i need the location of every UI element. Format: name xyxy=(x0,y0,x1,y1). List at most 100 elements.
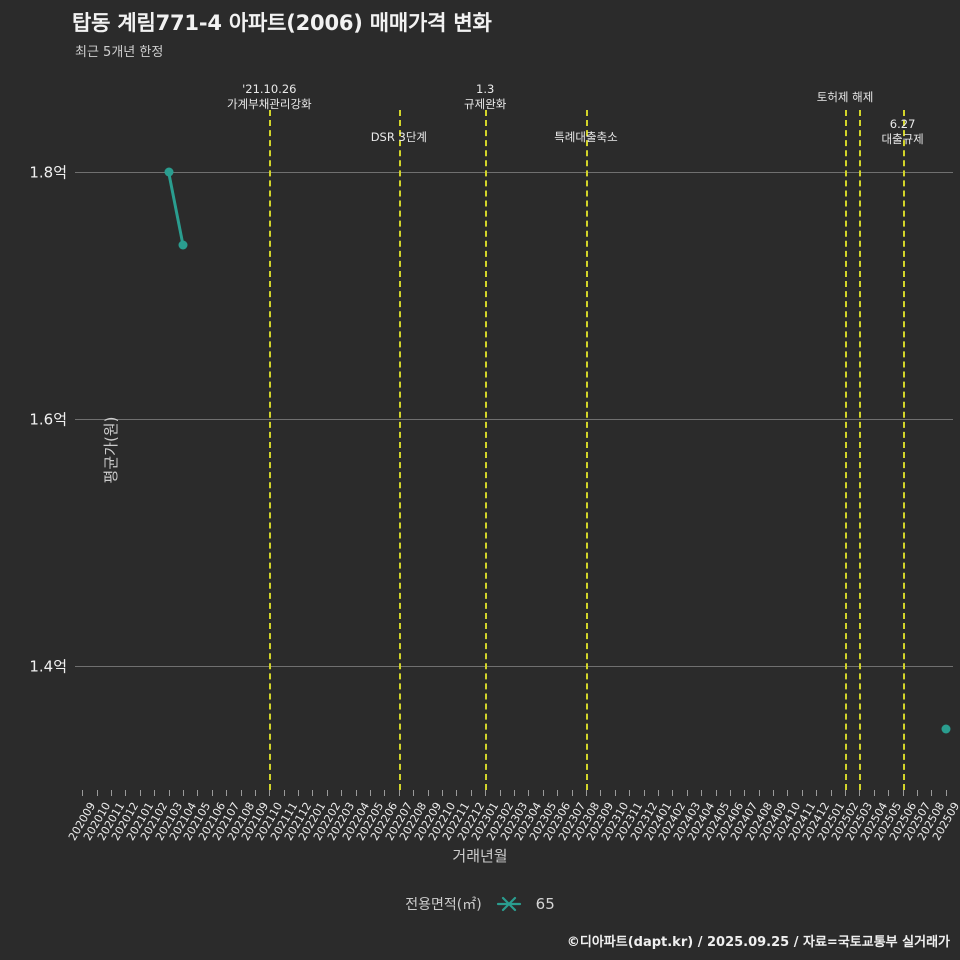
y-axis-tick-label: 1.8억 xyxy=(29,163,67,182)
x-axis-tick-mark xyxy=(211,790,213,796)
page-title: 탑동 계림771-4 아파트(2006) 매매가격 변화 xyxy=(72,11,492,35)
x-axis-tick-mark xyxy=(514,790,515,796)
x-axis-tick-mark xyxy=(110,790,112,796)
gridline xyxy=(75,419,953,421)
x-axis-title: 거래년월 xyxy=(452,847,508,865)
x-axis-tick-mark xyxy=(528,790,530,796)
x-axis-tick-mark xyxy=(902,790,904,796)
x-axis-tick-mark xyxy=(787,790,789,796)
x-axis-tick-mark xyxy=(341,790,343,796)
event-annotation: 1.3 규제완화 xyxy=(464,82,506,112)
event-annotation: DSR 3단계 xyxy=(371,130,427,145)
x-axis-tick-mark xyxy=(686,790,688,796)
event-annotation: 6.27 대출규제 xyxy=(881,117,923,147)
series-line-svg xyxy=(167,171,185,246)
x-axis-tick-mark xyxy=(643,790,645,796)
data-point[interactable] xyxy=(941,724,951,734)
x-axis-tick-mark xyxy=(773,790,775,796)
x-axis-tick-mark xyxy=(168,790,170,796)
x-axis-tick-mark xyxy=(917,790,919,796)
x-axis-tick-mark xyxy=(845,790,847,796)
data-point[interactable] xyxy=(178,240,188,250)
x-axis-tick-mark xyxy=(197,790,199,796)
event-annotation: 토허제 해제 xyxy=(817,90,874,105)
footer-credit: ©디아파트(dapt.kr) / 2025.09.25 / 자료=국토교통부 실… xyxy=(566,935,950,950)
data-point[interactable] xyxy=(164,167,174,177)
x-axis-tick-mark xyxy=(298,790,300,796)
x-axis-tick-mark xyxy=(945,790,947,796)
x-axis-tick-mark xyxy=(125,790,127,796)
x-axis-tick-mark xyxy=(499,790,501,796)
y-axis-tick-label: 1.4억 xyxy=(29,657,67,676)
x-axis-tick-mark xyxy=(542,790,544,796)
event-line xyxy=(902,110,905,790)
event-text-label: 가계부채관리강화 xyxy=(226,97,312,111)
x-axis-tick-mark xyxy=(715,790,717,796)
event-line xyxy=(859,110,862,790)
chart-subtitle: 최근 5개년 한정 xyxy=(75,45,164,60)
event-text-label: 토허제 해제 xyxy=(816,90,874,104)
x-axis-tick-mark xyxy=(600,790,602,796)
event-annotation: 특례대출축소 xyxy=(554,130,617,145)
x-axis-tick-mark xyxy=(830,790,832,796)
x-axis-tick-mark xyxy=(312,790,314,796)
x-axis-tick-mark xyxy=(931,790,933,796)
event-text-label: 특례대출축소 xyxy=(554,130,618,144)
x-axis-tick-mark xyxy=(269,790,271,796)
x-axis-tick-mark xyxy=(758,790,760,796)
event-line xyxy=(585,110,588,790)
x-axis-tick-mark xyxy=(398,790,400,796)
y-axis-title: 평균가(원) xyxy=(101,416,120,484)
x-axis-tick-mark xyxy=(355,790,357,796)
x-axis-tick-mark xyxy=(571,790,573,796)
x-axis-tick-mark xyxy=(254,790,256,796)
x-axis-tick-mark xyxy=(485,790,487,796)
x-axis-tick-mark xyxy=(427,790,429,796)
x-axis-tick-mark xyxy=(657,790,659,796)
x-axis-tick-mark xyxy=(557,790,559,796)
x-axis-tick-mark xyxy=(470,790,472,796)
event-line xyxy=(485,110,488,790)
x-axis-tick-mark xyxy=(326,790,328,796)
event-text-label: DSR 3단계 xyxy=(370,130,427,144)
x-axis-tick-mark xyxy=(888,790,890,796)
event-date-label: 1.3 xyxy=(476,82,495,96)
asterisk-marker-icon xyxy=(496,895,522,913)
legend-value: 65 xyxy=(535,895,555,913)
gridline xyxy=(75,666,953,668)
x-axis-tick-mark xyxy=(859,790,861,796)
plot-area: 1.8억 1.6억 1.4억 평균가(원) xyxy=(29,110,953,790)
x-axis-tick-mark xyxy=(154,790,156,796)
x-axis-tick-mark xyxy=(729,790,731,796)
x-axis-tick-mark xyxy=(283,790,285,796)
event-date-label: '21.10.26 xyxy=(242,82,297,96)
legend-label: 전용면적(㎡) xyxy=(405,897,482,913)
x-axis-tick-mark xyxy=(139,790,141,796)
x-axis-tick-mark xyxy=(744,790,746,796)
x-axis-tick-mark xyxy=(82,790,84,796)
x-axis-tick-mark xyxy=(240,790,242,796)
event-date-label: 6.27 xyxy=(889,117,916,131)
x-axis-tick-mark xyxy=(629,790,631,796)
x-axis-tick-mark xyxy=(816,790,818,796)
event-text-label: 대출규제 xyxy=(881,132,924,146)
event-line xyxy=(845,110,848,790)
y-axis-tick-label: 1.6억 xyxy=(29,410,67,429)
event-line xyxy=(269,110,272,790)
x-axis-tick-mark xyxy=(442,790,444,796)
event-annotation: '21.10.26 가계부채관리강화 xyxy=(227,82,312,112)
legend: 전용면적(㎡) 65 xyxy=(0,894,960,914)
x-axis-tick-mark xyxy=(384,790,386,796)
x-axis-tick-mark xyxy=(182,790,184,796)
x-axis-tick-mark xyxy=(614,790,616,796)
x-axis-tick-mark xyxy=(96,790,98,796)
x-axis-tick-mark xyxy=(585,790,587,796)
x-axis-tick-mark xyxy=(873,790,875,796)
x-axis-tick-mark xyxy=(801,790,803,796)
event-line xyxy=(398,110,401,790)
event-text-label: 규제완화 xyxy=(464,97,507,111)
x-axis-tick-mark xyxy=(413,790,415,796)
x-axis-tick-mark xyxy=(456,790,458,796)
series-segment xyxy=(167,171,185,246)
